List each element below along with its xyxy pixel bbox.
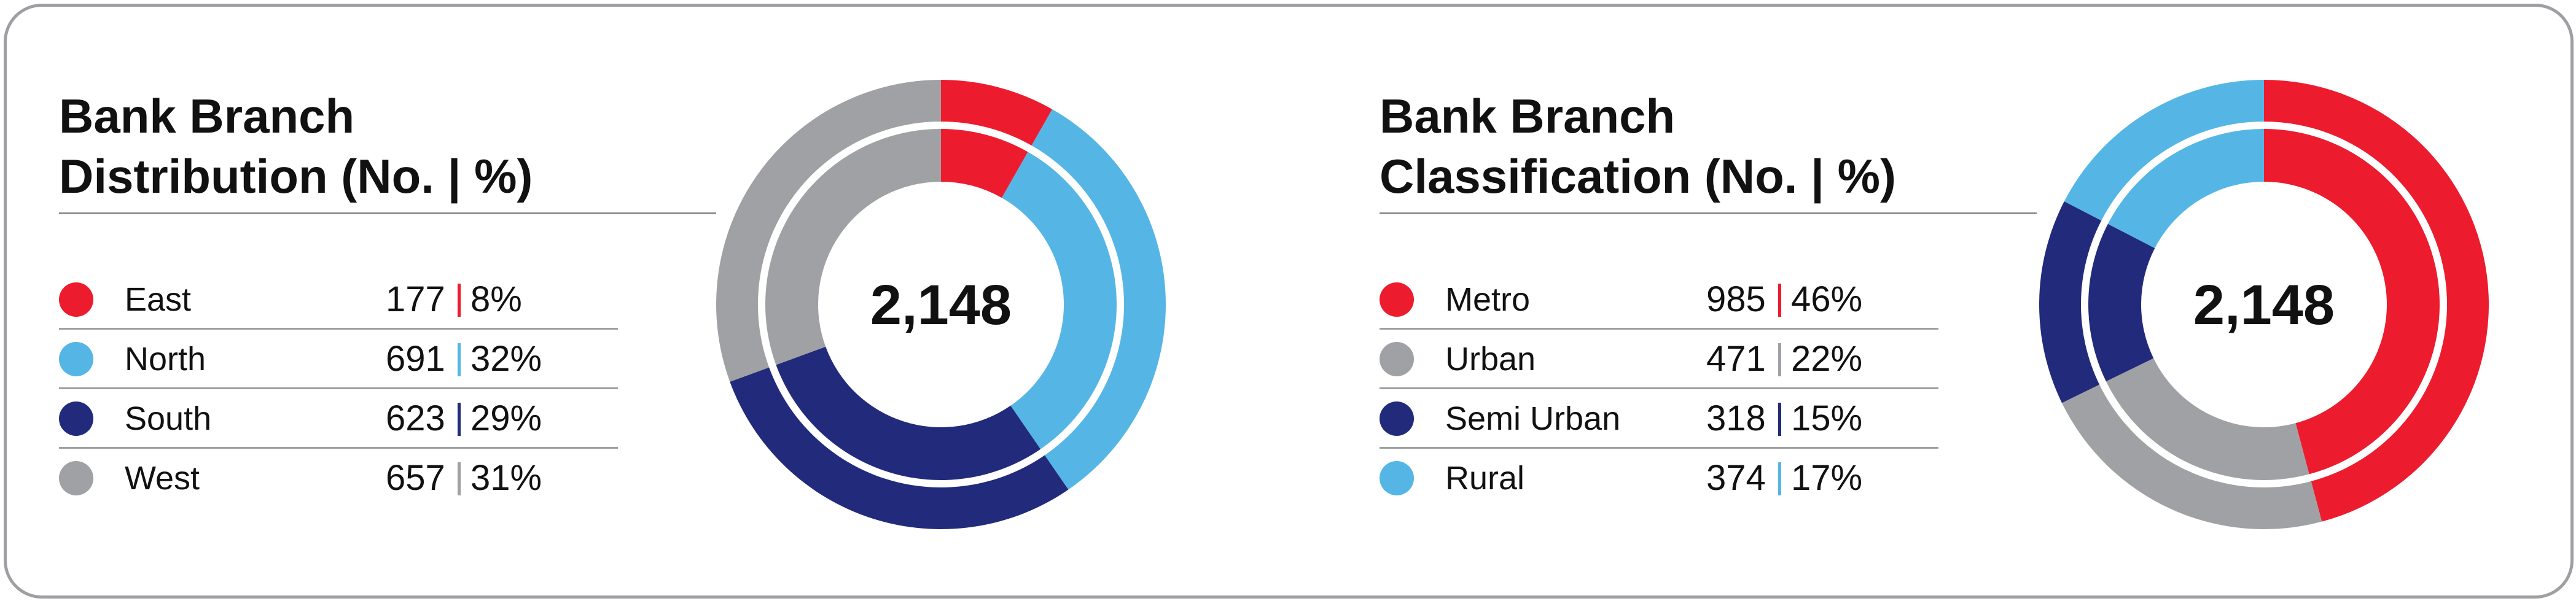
legend-item-metro: Metro 985 46% [1380,270,1938,330]
legend-count: 691 [386,339,445,379]
legend-dot [1380,342,1414,376]
legend-item-south: South 623 29% [59,389,618,449]
legend: Metro 985 46% Urban 471 22% Semi Urban 3… [1380,270,1938,508]
classification-donut-chart: 2,148 [2037,77,2491,532]
legend-count: 985 [1706,279,1766,319]
outer-slice-semi-urban [2039,201,2102,403]
legend-dot [1380,401,1414,436]
outer-slice-metro [2264,80,2489,522]
legend-item-rural: Rural 374 17% [1380,449,1938,508]
legend-percent: 15% [1791,398,1863,438]
outer-slice-urban [2061,384,2322,530]
legend-label: Rural [1445,460,1525,497]
legend-percent: 31% [470,458,542,498]
legend-separator [1778,403,1781,436]
legend-separator [1778,462,1781,495]
chart-title: Bank Branch Distribution (No. | %) [59,86,704,206]
inner-slice-rural [2107,129,2264,249]
legend-count: 374 [1706,458,1766,498]
outer-slice-west [716,80,941,382]
center-total: 2,148 [2193,274,2335,336]
outer-slice-north [1031,109,1166,490]
legend-dot [59,401,93,436]
inner-slice-west [765,129,941,365]
legend-percent: 22% [1791,339,1863,379]
donut-slices [716,80,1166,530]
legend: East 177 8% North 691 32% South 623 29% … [59,270,618,508]
legend-label: West [125,460,200,497]
outer-slice-rural [2064,80,2264,221]
classification-panel: Bank Branch Classification (No. | %) Met… [1321,0,2576,601]
legend-separator [458,284,461,317]
title-line-1: Bank Branch [59,89,355,143]
legend-dot [59,282,93,317]
title-line-2: Classification (No. | %) [1380,149,1896,203]
donut-slices [2039,80,2489,530]
legend-dot [1380,461,1414,495]
legend-count: 657 [386,458,445,498]
legend-item-north: North 691 32% [59,330,618,389]
legend-percent: 8% [470,279,522,319]
donut-svg: 2,148 [2039,80,2489,530]
legend-label: Semi Urban [1445,400,1621,437]
card-frame [4,4,2574,599]
donut-svg: 2,148 [716,80,1166,530]
inner-slice-north [1001,152,1117,449]
title-divider [1380,212,2037,214]
legend-item-west: West 657 31% [59,449,618,508]
inner-slice-semi-urban [2088,223,2155,382]
legend-count: 177 [386,279,445,319]
distribution-panel: Bank Branch Distribution (No. | %) East … [59,77,1168,532]
chart-title: Bank Branch Classification (No. | %) [1380,86,2024,206]
legend-percent: 17% [1791,458,1863,498]
legend-label: North [125,341,206,378]
center-total: 2,148 [870,274,1012,336]
title-line-2: Distribution (No. | %) [59,149,533,203]
legend-label: South [125,400,212,437]
title-divider [59,212,716,214]
legend-dot [59,461,93,495]
legend-dot [1380,282,1414,317]
legend-percent: 46% [1791,279,1863,319]
legend-separator [458,403,461,436]
legend-separator [458,462,461,495]
inner-slice-urban [2106,358,2309,480]
legend-separator [1778,284,1781,317]
legend-separator [458,343,461,376]
legend-percent: 29% [470,398,542,438]
legend-item-east: East 177 8% [59,270,618,330]
legend-item-urban: Urban 471 22% [1380,330,1938,389]
legend-label: East [125,281,192,318]
legend-item-semi-urban: Semi Urban 318 15% [1380,389,1938,449]
legend-count: 623 [386,398,445,438]
legend-label: Metro [1445,281,1531,318]
legend-label: Urban [1445,341,1536,378]
legend-separator [1778,343,1781,376]
legend-count: 318 [1706,398,1766,438]
title-line-1: Bank Branch [1380,89,1676,143]
inner-slice-south [776,346,1041,481]
legend-count: 471 [1706,339,1766,379]
distribution-donut-chart: 2,148 [714,77,1168,532]
legend-dot [59,342,93,376]
outer-slice-south [730,367,1069,530]
outer-slice-east [941,80,1053,146]
legend-percent: 32% [470,339,542,379]
inner-slice-metro [2264,129,2440,475]
inner-slice-east [941,129,1028,198]
